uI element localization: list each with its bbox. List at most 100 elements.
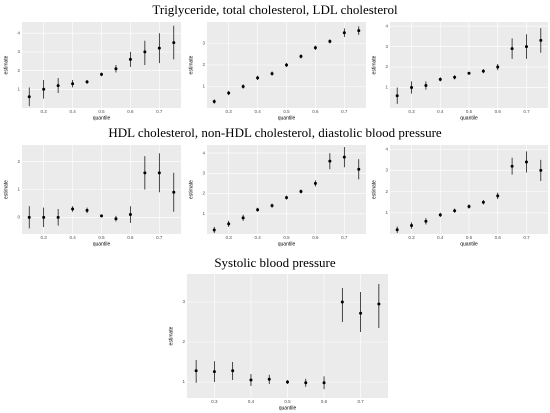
y-axis-label: estimate (188, 180, 194, 199)
point (100, 214, 103, 218)
point (285, 63, 288, 67)
point (71, 207, 75, 211)
x-tick-label: 0.6 (127, 109, 134, 114)
heading: Systolic blood pressure (214, 255, 336, 270)
x-tick-label: 0.3 (211, 399, 218, 404)
x-tick-label: 0.4 (254, 109, 261, 114)
point (194, 369, 198, 373)
y-tick-label: 1 (182, 379, 185, 384)
point (286, 380, 289, 384)
point (410, 224, 414, 228)
point (143, 171, 147, 175)
y-tick-label: 0 (17, 215, 20, 220)
y-tick-label: 1 (17, 86, 20, 91)
y-tick-label: 2 (17, 68, 20, 73)
point (227, 91, 231, 95)
point (395, 94, 399, 98)
panel: 1 2 3 4 0.3 0.4 0.5 0.6 0.7 quantile estimate (371, 22, 548, 121)
x-axis-label: quantile (278, 241, 296, 247)
y-axis-label: estimate (3, 180, 9, 199)
point (249, 378, 253, 382)
point (481, 200, 485, 204)
point (342, 155, 346, 159)
point (157, 171, 161, 175)
point (539, 38, 543, 42)
x-tick-label: 0.3 (41, 235, 48, 240)
x-tick-label: 0.3 (408, 109, 415, 114)
point (524, 160, 528, 164)
y-axis-label: estimate (168, 326, 174, 345)
point (212, 100, 216, 104)
point (256, 76, 260, 80)
point (453, 209, 457, 213)
x-tick-label: 0.5 (284, 399, 291, 404)
point (27, 95, 31, 99)
panel: 1 2 3 4 0.3 0.4 0.5 0.6 0.7 quantile estimate (3, 22, 181, 121)
point (56, 215, 60, 219)
point (85, 208, 89, 212)
panel: 1 2 3 0.3 0.4 0.5 0.6 0.7 quantile estimate (168, 274, 388, 411)
y-tick-label: 4 (17, 30, 20, 35)
y-tick-label: 1 (17, 187, 20, 192)
point (270, 204, 274, 208)
x-axis-label: quantile (460, 115, 478, 121)
point (467, 71, 471, 75)
point (267, 377, 271, 381)
point (340, 300, 344, 304)
point (128, 57, 132, 61)
point (27, 215, 31, 219)
y-tick-label: 2 (202, 62, 205, 67)
point (100, 72, 103, 76)
y-axis-label: estimate (371, 180, 377, 199)
point (313, 181, 317, 185)
point (313, 46, 317, 50)
point (496, 65, 500, 69)
y-tick-label: 3 (17, 49, 20, 54)
x-tick-label: 0.7 (156, 235, 163, 240)
point (285, 196, 288, 200)
point (42, 87, 46, 91)
x-tick-label: 0.7 (523, 235, 530, 240)
x-tick-label: 0.4 (69, 235, 76, 240)
x-tick-label: 0.5 (283, 235, 290, 240)
x-tick-label: 0.7 (357, 399, 364, 404)
point (524, 45, 528, 49)
point (467, 204, 471, 208)
point (304, 381, 308, 385)
point (322, 381, 326, 385)
x-tick-label: 0.3 (41, 109, 48, 114)
y-tick-label: 4 (202, 150, 205, 155)
point (157, 46, 161, 50)
point (328, 39, 332, 43)
y-tick-label: 4 (385, 146, 388, 151)
point (172, 190, 176, 194)
point (342, 31, 346, 35)
point (357, 167, 361, 171)
y-tick-label: 1 (385, 85, 388, 90)
point (438, 77, 442, 81)
point (270, 72, 274, 76)
point (328, 159, 332, 163)
x-axis-label: quantile (93, 115, 111, 121)
panel: 0 1 2 0.3 0.4 0.5 0.6 0.7 quantile estimate (3, 145, 181, 247)
x-tick-label: 0.7 (523, 109, 530, 114)
point (438, 213, 442, 217)
x-axis-label: quantile (93, 241, 111, 247)
x-tick-label: 0.6 (312, 235, 319, 240)
point (510, 164, 514, 168)
y-tick-label: 2 (17, 159, 20, 164)
x-tick-label: 0.5 (98, 109, 105, 114)
x-tick-label: 0.7 (341, 235, 348, 240)
x-tick-label: 0.6 (495, 109, 502, 114)
point (241, 85, 245, 88)
point (231, 369, 235, 373)
y-axis-label: estimate (371, 55, 377, 74)
y-tick-label: 1 (202, 84, 205, 89)
panel: 1 2 3 4 0.3 0.4 0.5 0.6 0.7 quantile estimate (371, 145, 548, 247)
x-axis-label: quantile (460, 241, 478, 247)
y-tick-label: 2 (385, 189, 388, 194)
x-tick-label: 0.5 (466, 235, 473, 240)
x-tick-label: 0.4 (254, 235, 261, 240)
y-tick-label: 2 (202, 191, 205, 196)
